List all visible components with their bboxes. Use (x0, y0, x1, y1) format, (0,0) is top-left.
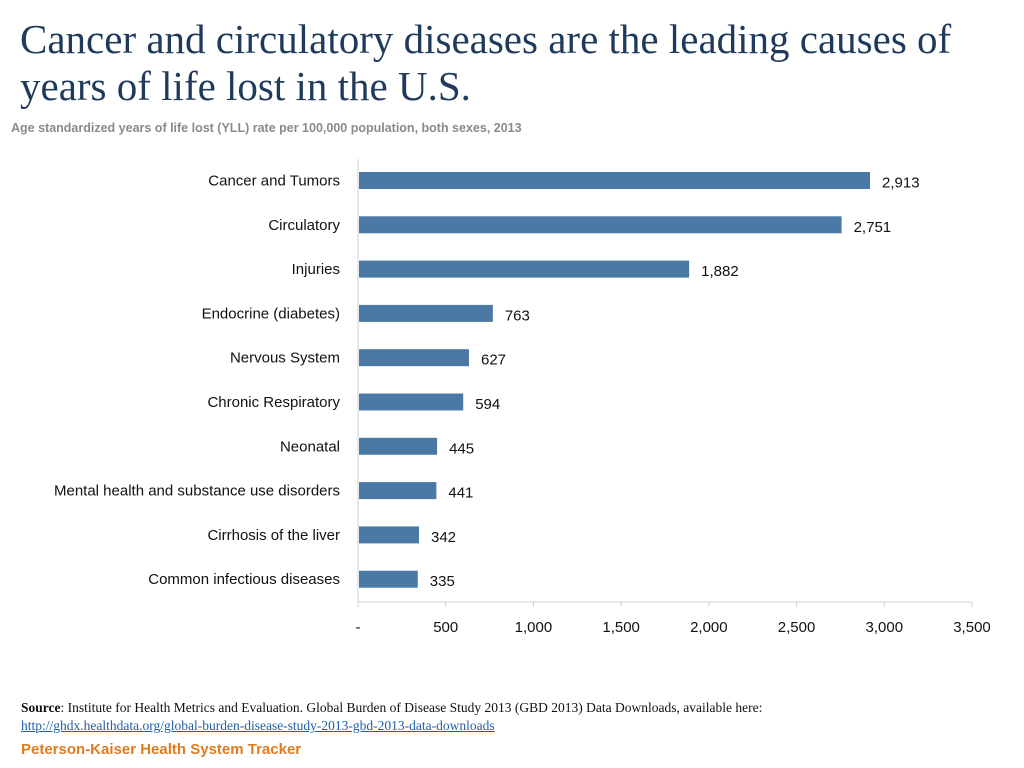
x-tick-label: 3,000 (866, 619, 904, 636)
source-text: : Institute for Health Metrics and Evalu… (60, 700, 763, 715)
category-label: Mental health and substance use disorder… (54, 483, 340, 500)
bar (359, 216, 842, 234)
x-tick-label: 3,500 (953, 619, 991, 636)
source-link[interactable]: http://ghdx.healthdata.org/global-burden… (21, 718, 495, 733)
x-tick-label: 1,500 (602, 619, 640, 636)
bars-layer: Cancer and Tumors 2,913 Circulatory 2,751 In… (54, 172, 920, 590)
category-label: Cirrhosis of the liver (207, 527, 340, 544)
bar (359, 393, 464, 411)
brand-footer: Peterson-Kaiser Health System Tracker (21, 741, 302, 758)
value-label: 2,913 (882, 175, 920, 192)
category-label: Injuries (292, 261, 340, 278)
bar (359, 172, 871, 189)
category-label: Common infectious diseases (148, 571, 340, 588)
x-tick-label: 2,000 (690, 619, 728, 636)
x-tick-label: 1,000 (515, 619, 553, 636)
bar (359, 260, 690, 278)
bar (359, 570, 418, 588)
category-label: Nervous System (230, 350, 340, 367)
x-axis: - 500 1,000 1,500 2,000 2,500 3,000 3,500 (356, 159, 991, 636)
source-label: Source (21, 700, 61, 715)
bar (359, 437, 438, 455)
category-label: Neonatal (280, 438, 340, 455)
category-label: Chronic Respiratory (207, 394, 340, 411)
value-label: 441 (448, 485, 473, 502)
chart-subtitle: Age standardized years of life lost (YLL… (11, 121, 522, 135)
value-label: 342 (431, 529, 456, 546)
bar (359, 304, 493, 322)
x-tick-label: - (356, 619, 361, 636)
value-label: 445 (449, 440, 474, 457)
category-label: Circulatory (268, 217, 340, 234)
x-tick-label: 500 (433, 619, 458, 636)
bar (359, 349, 469, 367)
category-label: Cancer and Tumors (208, 173, 340, 190)
bar (359, 526, 419, 544)
value-label: 594 (475, 396, 500, 413)
value-label: 2,751 (854, 219, 892, 236)
source-note: Source: Institute for Health Metrics and… (21, 699, 1011, 735)
x-tick-label: 2,500 (778, 619, 816, 636)
value-label: 335 (430, 573, 455, 590)
value-label: 1,882 (701, 263, 739, 280)
bar (359, 482, 437, 500)
bar-chart: Cancer and Tumors 2,913 Circulatory 2,751 In… (54, 159, 991, 636)
value-label: 763 (505, 307, 530, 324)
category-label: Endocrine (diabetes) (202, 305, 340, 322)
value-label: 627 (481, 352, 506, 369)
chart-title: Cancer and circulatory diseases are the … (20, 16, 952, 109)
